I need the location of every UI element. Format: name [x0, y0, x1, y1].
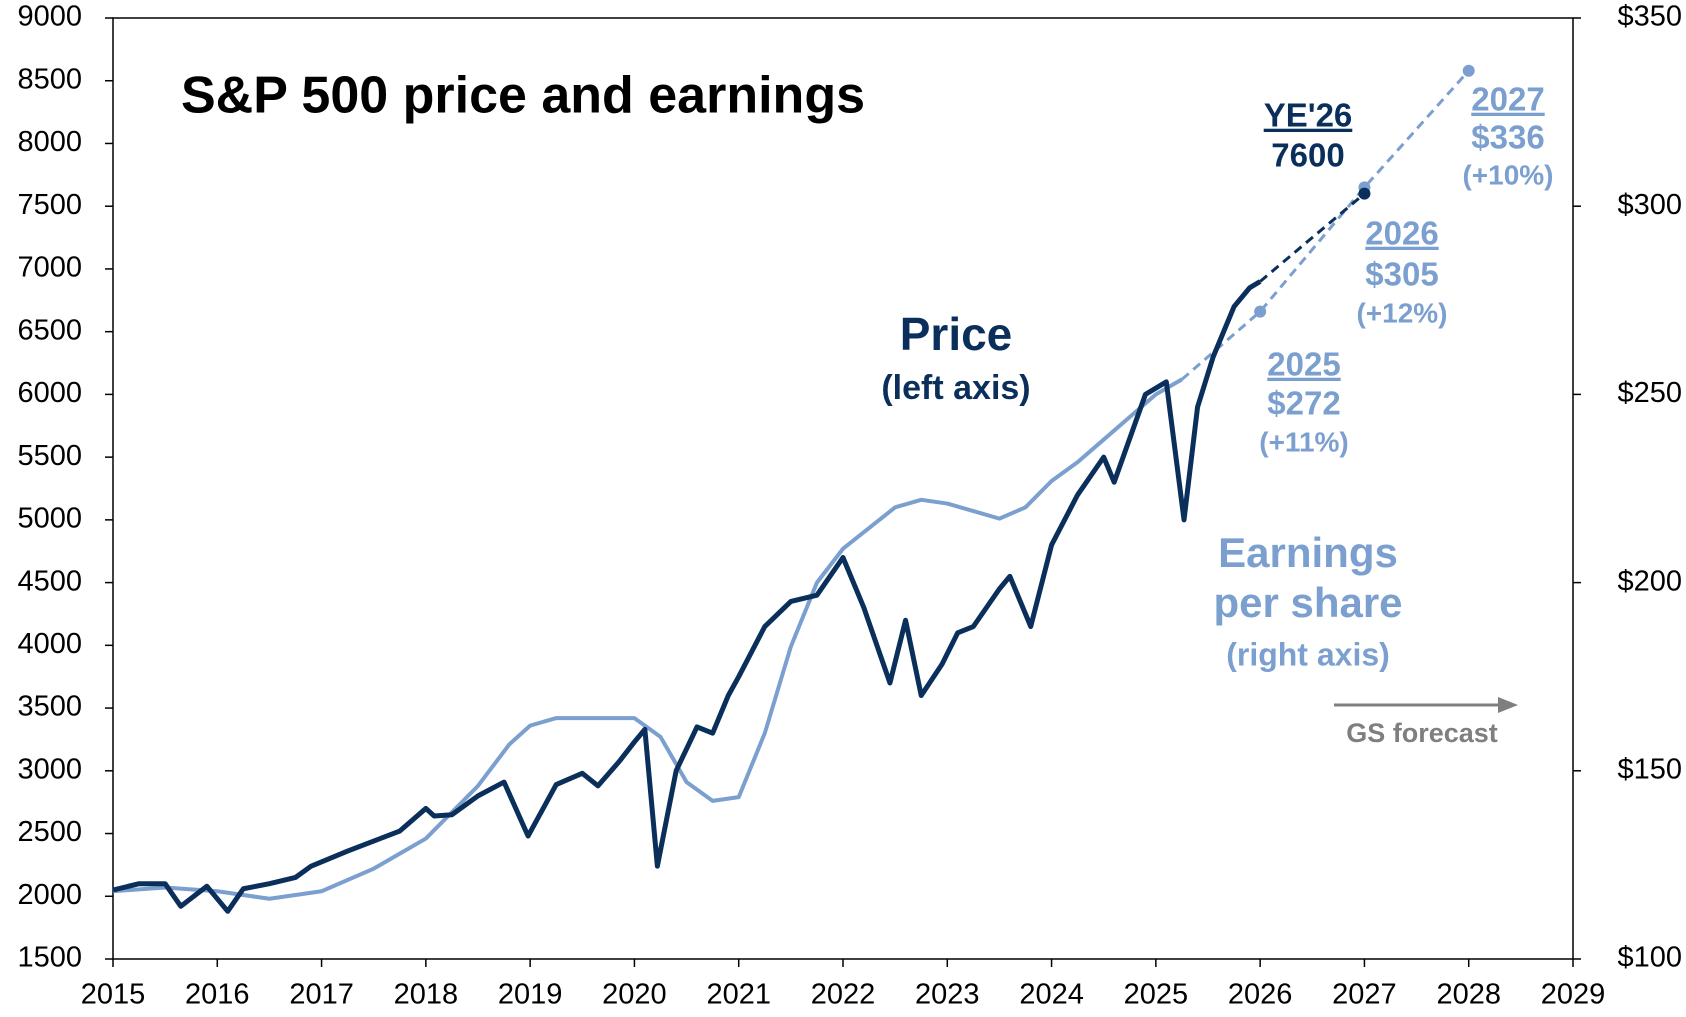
- y2-tick-label: $300: [1617, 189, 1682, 221]
- price-axis-note: (left axis): [881, 369, 1030, 407]
- plot-frame: [112, 17, 1574, 960]
- y-tick-label: 4000: [17, 628, 82, 660]
- price-label: Price: [900, 308, 1013, 360]
- eps-value: $272: [1267, 385, 1340, 422]
- y2-tick-label: $200: [1617, 565, 1682, 597]
- series-line: [112, 279, 1262, 914]
- x-tick-label: 2019: [498, 979, 563, 1011]
- y2-tick-label: $100: [1617, 942, 1682, 974]
- y-tick-label: 8500: [17, 63, 82, 95]
- x-tick-label: 2024: [1019, 979, 1084, 1011]
- eps-label: Earnings per share: [1213, 529, 1403, 626]
- y-tick-label: 8000: [17, 126, 82, 158]
- y-tick-label: 5500: [17, 440, 82, 472]
- x-tick-label: 2023: [915, 979, 980, 1011]
- y-tick-label: 6000: [17, 377, 82, 409]
- eps-axis-note: (right axis): [1226, 636, 1390, 672]
- y-tick-label: 6500: [17, 314, 82, 346]
- eps-growth: (+10%): [1462, 159, 1553, 190]
- x-tick-label: 2021: [706, 979, 771, 1011]
- forecast-label: GS forecast: [1346, 718, 1498, 748]
- y-tick-label: 5000: [17, 503, 82, 535]
- x-tick-label: 2026: [1228, 979, 1293, 1011]
- x-tick-label: 2016: [185, 979, 250, 1011]
- x-tick-label: 2020: [602, 979, 667, 1011]
- y-tick-label: 2000: [17, 879, 82, 911]
- x-tick-label: 2029: [1541, 979, 1606, 1011]
- y-tick-label: 4500: [17, 565, 82, 597]
- x-tick-label: 2022: [811, 979, 876, 1011]
- eps-growth: (+12%): [1356, 297, 1447, 328]
- x-tick-label: 2028: [1436, 979, 1501, 1011]
- y-tick-label: 1500: [17, 942, 82, 974]
- y2-tick-label: $150: [1617, 753, 1682, 785]
- x-tick-label: 2027: [1332, 979, 1397, 1011]
- forecast-line: [1259, 192, 1366, 283]
- y2-tick-label: $250: [1617, 377, 1682, 409]
- eps-value: $305: [1365, 256, 1438, 293]
- y-tick-label: 2500: [17, 816, 82, 848]
- x-tick-label: 2018: [394, 979, 459, 1011]
- eps-value: $336: [1471, 119, 1544, 156]
- y-tick-label: 3500: [17, 691, 82, 723]
- series-line: [112, 377, 1183, 901]
- eps-year: 2025: [1267, 346, 1340, 383]
- target-title: YE'26: [1264, 97, 1353, 134]
- forecast-arrow-head: [1498, 697, 1518, 713]
- eps-growth: (+11%): [1259, 426, 1349, 457]
- x-tick-label: 2025: [1124, 979, 1189, 1011]
- y-tick-label: 3000: [17, 753, 82, 785]
- y-tick-label: 9000: [17, 1, 82, 33]
- x-tick-label: 2017: [289, 979, 354, 1011]
- y2-tick-label: $350: [1617, 1, 1682, 33]
- target-value: 7600: [1271, 137, 1344, 174]
- y-tick-label: 7500: [17, 189, 82, 221]
- chart-title: S&P 500 price and earnings: [181, 67, 865, 125]
- eps-year: 2027: [1471, 81, 1544, 118]
- x-tick-label: 2015: [81, 979, 146, 1011]
- y-tick-label: 7000: [17, 252, 82, 284]
- forecast-line: [1180, 69, 1470, 381]
- eps-year: 2026: [1365, 215, 1438, 252]
